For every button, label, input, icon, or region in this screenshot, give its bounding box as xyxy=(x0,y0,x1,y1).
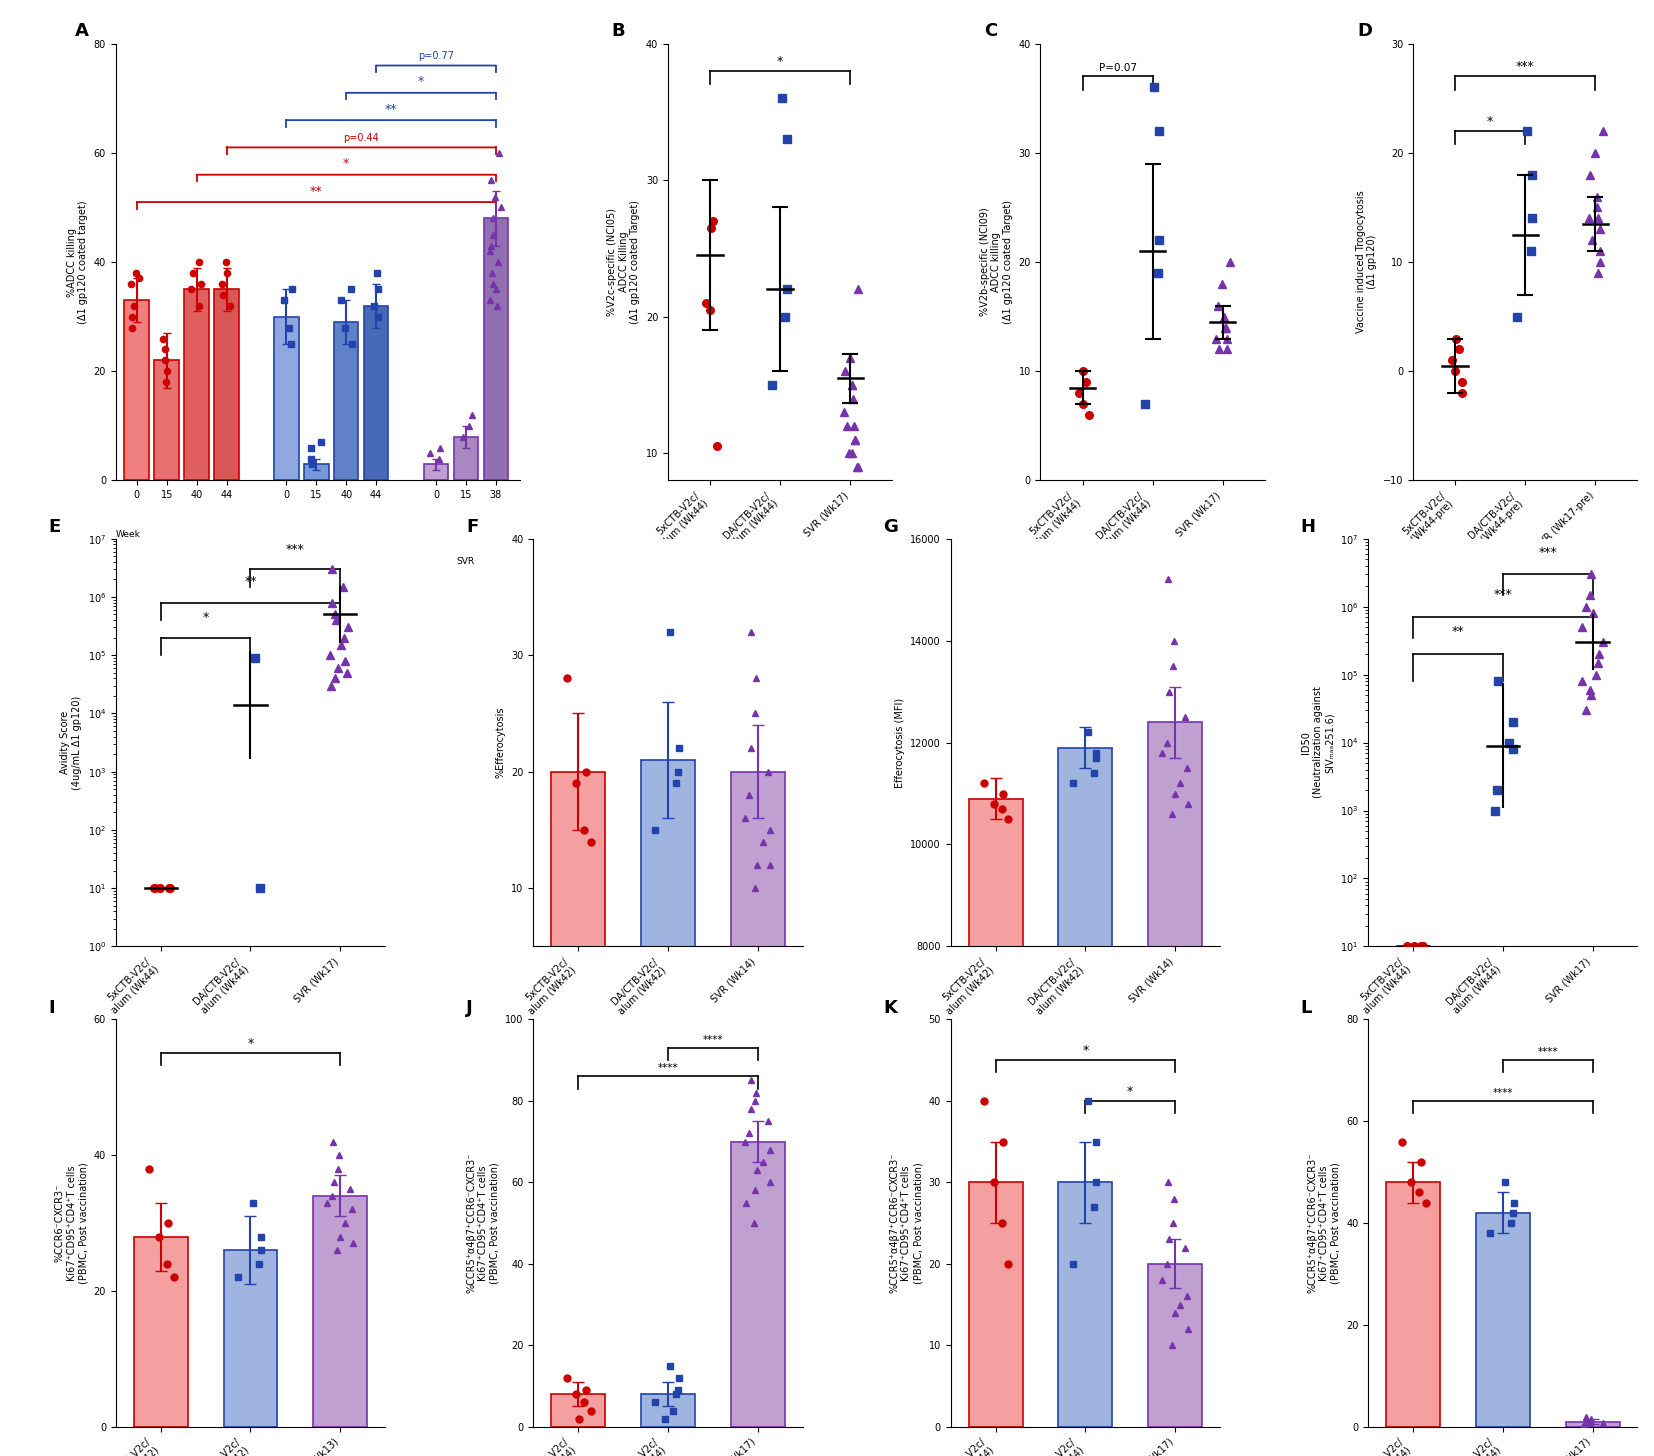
Text: **: ** xyxy=(1452,625,1464,638)
Text: p=0.77: p=0.77 xyxy=(418,51,453,61)
Text: DA/CTB-V2c/
alum: DA/CTB-V2c/ alum xyxy=(303,556,359,577)
Y-axis label: %V2b-specific (NCI09)
ADCC killing
(Δ1 gp120 coated Target): %V2b-specific (NCI09) ADCC killing (Δ1 g… xyxy=(979,199,1012,325)
Bar xyxy=(313,1195,367,1427)
Text: ***: *** xyxy=(1494,588,1512,601)
Bar xyxy=(731,1142,784,1427)
Y-axis label: %ADCC killing
(Δ1 gp120 coated target): %ADCC killing (Δ1 gp120 coated target) xyxy=(66,201,88,323)
Bar xyxy=(364,306,389,480)
Bar xyxy=(134,1236,187,1427)
Text: ****: **** xyxy=(1538,1047,1558,1057)
Bar xyxy=(215,290,238,480)
Bar xyxy=(551,772,605,1005)
Bar xyxy=(642,760,695,1005)
Text: *: * xyxy=(777,55,784,67)
Text: **: ** xyxy=(245,575,256,588)
Y-axis label: Efferocytosis (MFI): Efferocytosis (MFI) xyxy=(895,697,905,788)
Bar xyxy=(1148,1264,1202,1427)
Bar xyxy=(124,300,149,480)
Text: B: B xyxy=(612,22,625,39)
Bar xyxy=(969,1182,1022,1427)
Text: Week: Week xyxy=(116,530,141,539)
Text: 5xCTB-V2c/
alum: 5xCTB-V2c/ alum xyxy=(155,556,207,577)
Y-axis label: %CCR6⁻CXCR3⁻
Ki67⁺CD95⁺CD4⁺T cells
(PBMC, Post vaccination): %CCR6⁻CXCR3⁻ Ki67⁺CD95⁺CD4⁺T cells (PBMC… xyxy=(55,1162,88,1284)
Text: E: E xyxy=(48,518,61,536)
Y-axis label: Avidity Score
(4ug/mL Δ1 gp120): Avidity Score (4ug/mL Δ1 gp120) xyxy=(61,696,83,789)
Text: SVR: SVR xyxy=(457,556,475,566)
Text: J: J xyxy=(466,999,473,1016)
Text: ***: *** xyxy=(1515,60,1535,73)
Bar xyxy=(969,798,1022,1354)
Bar xyxy=(423,464,448,480)
Text: G: G xyxy=(883,518,898,536)
Text: **: ** xyxy=(385,103,397,115)
Y-axis label: %Efferocytosis: %Efferocytosis xyxy=(496,706,506,779)
Text: A: A xyxy=(76,22,89,39)
Text: P=0.07: P=0.07 xyxy=(1098,63,1136,73)
Text: D: D xyxy=(1356,22,1371,39)
Text: *: * xyxy=(342,157,349,170)
Bar xyxy=(1566,1421,1619,1427)
Text: *: * xyxy=(1082,1044,1088,1057)
Text: I: I xyxy=(48,999,55,1016)
Text: *: * xyxy=(248,1037,253,1050)
Bar xyxy=(1059,747,1111,1354)
Bar xyxy=(642,1395,695,1427)
Text: *: * xyxy=(1126,1085,1133,1098)
Text: K: K xyxy=(883,999,896,1016)
Text: ****: **** xyxy=(658,1063,678,1073)
Bar xyxy=(1386,1182,1441,1427)
Text: **: ** xyxy=(309,185,323,198)
Y-axis label: %CCR5⁺α4β7⁺CCR6⁻CXCR3⁻
Ki67⁺CD95⁺CD4⁺T cells
(PBMC, Post vaccination): %CCR5⁺α4β7⁺CCR6⁻CXCR3⁻ Ki67⁺CD95⁺CD4⁺T c… xyxy=(466,1153,500,1293)
Bar xyxy=(304,464,329,480)
Bar xyxy=(453,437,478,480)
Bar xyxy=(1148,722,1202,1354)
Text: ***: *** xyxy=(286,543,304,556)
Text: *: * xyxy=(1487,115,1494,128)
Bar xyxy=(334,322,359,480)
Text: L: L xyxy=(1300,999,1312,1016)
Bar xyxy=(184,290,208,480)
Y-axis label: ID50
(Neutralization against
SIVₘₐₐ251.6): ID50 (Neutralization against SIVₘₐₐ251.6… xyxy=(1302,687,1335,798)
Text: ****: **** xyxy=(703,1035,723,1045)
Text: H: H xyxy=(1300,518,1317,536)
Bar xyxy=(154,360,179,480)
Y-axis label: Vaccine induced Trogocytosis
(Δ1 gp120): Vaccine induced Trogocytosis (Δ1 gp120) xyxy=(1356,191,1378,333)
Bar xyxy=(1475,1213,1530,1427)
Bar xyxy=(731,772,784,1005)
Bar xyxy=(275,316,299,480)
Text: p=0.44: p=0.44 xyxy=(344,132,379,143)
Bar xyxy=(551,1395,605,1427)
Text: ****: **** xyxy=(1492,1088,1513,1098)
Text: *: * xyxy=(418,76,423,89)
Y-axis label: %CCR5⁺α4β7⁺CCR6⁻CXCR3⁻
Ki67⁺CD95⁺CD4⁺T cells
(PBMC, Post vaccination): %CCR5⁺α4β7⁺CCR6⁻CXCR3⁻ Ki67⁺CD95⁺CD4⁺T c… xyxy=(890,1153,923,1293)
Text: *: * xyxy=(202,610,208,623)
Text: F: F xyxy=(466,518,478,536)
Text: C: C xyxy=(984,22,997,39)
Bar xyxy=(1059,1182,1111,1427)
Bar xyxy=(483,218,508,480)
Y-axis label: %CCR5⁺α4β7⁺CCR6⁻CXCR3⁻
Ki67⁺CD95⁺CD4⁺T cells
(PBMC, Post vaccination): %CCR5⁺α4β7⁺CCR6⁻CXCR3⁻ Ki67⁺CD95⁺CD4⁺T c… xyxy=(1307,1153,1340,1293)
Text: ***: *** xyxy=(1538,546,1556,559)
Bar xyxy=(223,1251,278,1427)
Y-axis label: %V2c-specific (NCI05)
ADCC Killing
(Δ1 gp120 coated Target): %V2c-specific (NCI05) ADCC Killing (Δ1 g… xyxy=(607,199,640,325)
